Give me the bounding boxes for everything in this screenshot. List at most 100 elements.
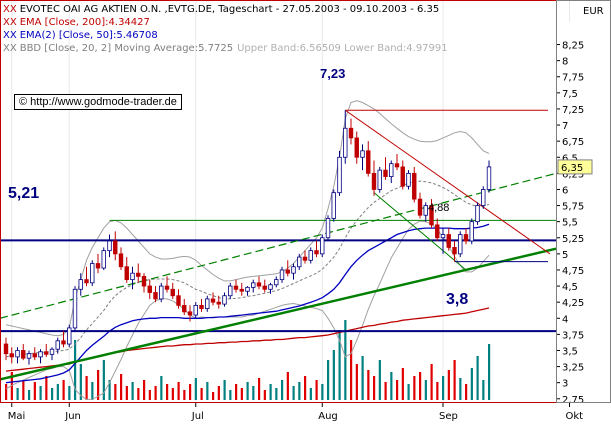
candle-body [107, 240, 112, 252]
candle [95, 253, 101, 274]
candle-body [343, 127, 348, 158]
candle [262, 279, 267, 293]
x-tick-label: Jun [64, 411, 81, 422]
candle [21, 344, 26, 361]
volume-bar [10, 372, 13, 400]
y-tick-label: 3,5 [562, 346, 578, 357]
annotation-support: 3,8 [446, 291, 468, 308]
candle-body [291, 266, 296, 274]
candle-body [3, 343, 9, 355]
candle [406, 170, 411, 190]
volume-bar [350, 340, 353, 400]
candle-body [337, 156, 342, 194]
volume-bar [338, 330, 341, 400]
candle-body [262, 285, 267, 290]
candle [90, 260, 95, 287]
candle [216, 295, 221, 309]
candle-body [446, 234, 451, 248]
volume-bar [91, 382, 94, 400]
candle [360, 144, 365, 171]
candle [354, 131, 359, 164]
candle-body [325, 218, 331, 239]
candle-body [72, 288, 78, 329]
candle-body [164, 285, 170, 290]
volume-bar [263, 390, 266, 400]
volume-bar [97, 370, 100, 400]
candle [291, 263, 296, 280]
candle-body [423, 205, 428, 216]
volume-bar [488, 344, 491, 400]
candle-body [193, 304, 198, 316]
candle [297, 253, 302, 270]
bollinger-bands [5, 100, 490, 400]
candle-body [182, 304, 187, 313]
y-tick-label: 3 [562, 379, 568, 390]
candle [481, 186, 486, 209]
volume-bar [407, 384, 410, 400]
volume-bar [447, 370, 450, 400]
candle-body [371, 172, 377, 190]
chart-title: XX EVOTEC OAI AG AKTIEN O.N. ,EVTG.DE, Ta… [3, 4, 439, 15]
candle-body [469, 221, 474, 242]
candle [458, 231, 463, 258]
candle-body [377, 169, 382, 190]
volume-bar [79, 364, 82, 400]
volume-bar [355, 364, 358, 400]
volume-bar [424, 380, 427, 400]
candle-body [314, 250, 319, 255]
candle [308, 247, 313, 264]
candle-body [256, 282, 262, 287]
volume-bar [373, 376, 376, 400]
candle-body [417, 198, 423, 216]
volume-bar [430, 364, 433, 400]
candle-body [360, 150, 365, 158]
volume-bar [401, 368, 404, 400]
candle [228, 282, 233, 299]
candle [170, 282, 175, 299]
volume-bar [436, 382, 439, 400]
y-tick-label: 7,25 [562, 105, 584, 116]
candle [193, 302, 198, 319]
candle [15, 347, 20, 364]
x-axis: Mai Jun Jul Aug Sep Okt [0, 402, 583, 425]
candle-body [136, 272, 141, 277]
candle [394, 154, 400, 171]
volume-bar [5, 384, 8, 400]
candle [233, 279, 239, 293]
candle-body [297, 256, 302, 268]
y-tick-label: 6,75 [562, 137, 584, 148]
candle-body [302, 256, 308, 261]
candle-body [279, 269, 285, 281]
candle [187, 305, 193, 322]
y-tick-label: 4,25 [562, 298, 584, 309]
candle [78, 273, 83, 296]
x-tick-label: Aug [318, 411, 338, 422]
y-tick-label: 5,5 [562, 218, 578, 229]
volume-bar [194, 378, 197, 400]
y-tick-label: 3,25 [562, 363, 584, 374]
y-tick-label: 6,5 [562, 153, 578, 164]
y-tick-label: 4,75 [562, 266, 584, 277]
volume-bar [131, 382, 134, 400]
volume-bars [5, 320, 491, 400]
candle-body [141, 276, 147, 287]
volume-bar [33, 382, 36, 400]
annotations: 7,23 4,88 5,21 3,8 [8, 66, 468, 308]
candles [3, 110, 492, 365]
candle [486, 160, 492, 193]
candle [26, 350, 32, 365]
last-price-box [557, 159, 593, 175]
candle [320, 234, 325, 258]
candle [423, 202, 428, 222]
candle-body [49, 348, 55, 355]
volume-bar [200, 388, 203, 400]
volume-bar [344, 320, 347, 400]
candle [55, 337, 60, 354]
candle [366, 141, 371, 177]
volume-bar [154, 386, 157, 400]
candle-body [458, 234, 463, 255]
bb-upper-line [5, 100, 490, 337]
candle [429, 199, 434, 229]
volume-bar [137, 388, 140, 400]
